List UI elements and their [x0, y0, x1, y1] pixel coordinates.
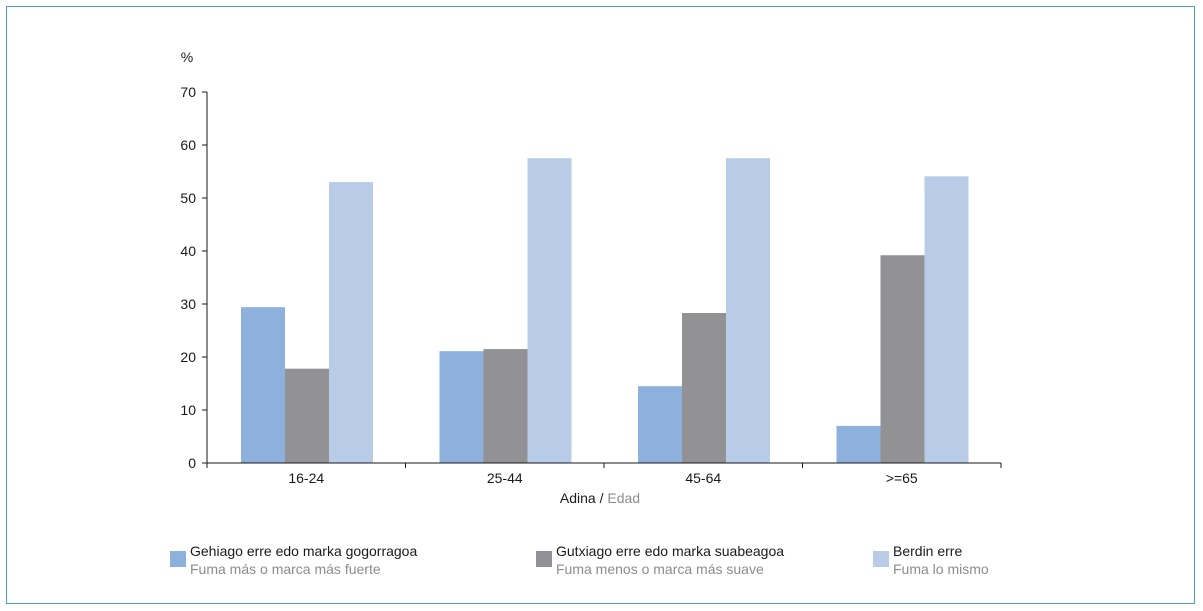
legend-sublabel-2: Fuma menos o marca más suave — [556, 561, 764, 577]
legend-label-2: Gutxiago erre edo marka suabeagoa — [556, 543, 785, 559]
legend-item-3: Berdin erre Fuma lo mismo — [873, 542, 989, 578]
legend-swatch-1 — [170, 551, 186, 567]
bar-series-3-25-44 — [527, 158, 572, 463]
bar-series-2->=65 — [880, 255, 925, 463]
legend-swatch-2 — [536, 551, 552, 567]
y-tick-label: 50 — [180, 190, 196, 206]
legend-item-1: Gehiago erre edo marka gogorragoa Fuma m… — [170, 542, 417, 578]
x-tick-label: 25-44 — [487, 470, 523, 486]
legend-label-3: Berdin erre — [893, 543, 963, 559]
y-tick-label: 30 — [180, 296, 196, 312]
x-tick-label: >=65 — [886, 470, 918, 486]
x-tick-label: 16-24 — [288, 470, 324, 486]
legend-label-1: Gehiago erre edo marka gogorragoa — [190, 543, 418, 559]
y-axis-ticks: 0 10 20 30 40 50 60 70 — [180, 84, 207, 471]
y-tick-label: 60 — [180, 137, 196, 153]
legend-sublabel-1: Fuma más o marca más fuerte — [190, 561, 381, 577]
bar-series-2-25-44 — [483, 349, 528, 463]
bar-series-2-16-24 — [285, 368, 329, 463]
y-tick-label: 0 — [188, 455, 196, 471]
legend-swatch-3 — [873, 551, 889, 567]
bars — [241, 158, 969, 463]
x-axis-ticks: 16-24 25-44 45-64 >=65 — [206, 463, 1002, 486]
x-axis-label-secondary: Edad — [607, 490, 640, 506]
x-tick-label: 45-64 — [685, 470, 721, 486]
legend-sublabel-3: Fuma lo mismo — [893, 561, 989, 577]
legend-item-2: Gutxiago erre edo marka suabeagoa Fuma m… — [536, 542, 784, 578]
y-tick-label: 10 — [180, 402, 196, 418]
y-unit-label: % — [181, 49, 193, 65]
chart-frame — [6, 6, 1195, 604]
bar-series-1->=65 — [836, 425, 881, 463]
x-axis-label-primary: Adina — [560, 490, 596, 506]
y-tick-label: 20 — [180, 349, 196, 365]
bar-series-3->=65 — [924, 176, 969, 463]
bar-series-1-16-24 — [241, 307, 285, 463]
y-tick-label: 40 — [180, 243, 196, 259]
y-tick-label: 70 — [180, 84, 196, 100]
bar-series-2-45-64 — [682, 313, 726, 463]
bar-series-3-45-64 — [726, 158, 770, 463]
bar-series-3-16-24 — [329, 182, 373, 463]
x-axis-label-separator: / — [596, 490, 608, 506]
bar-series-1-25-44 — [439, 351, 484, 463]
bar-series-1-45-64 — [638, 386, 682, 463]
x-axis-label: Adina / Edad — [560, 490, 640, 506]
